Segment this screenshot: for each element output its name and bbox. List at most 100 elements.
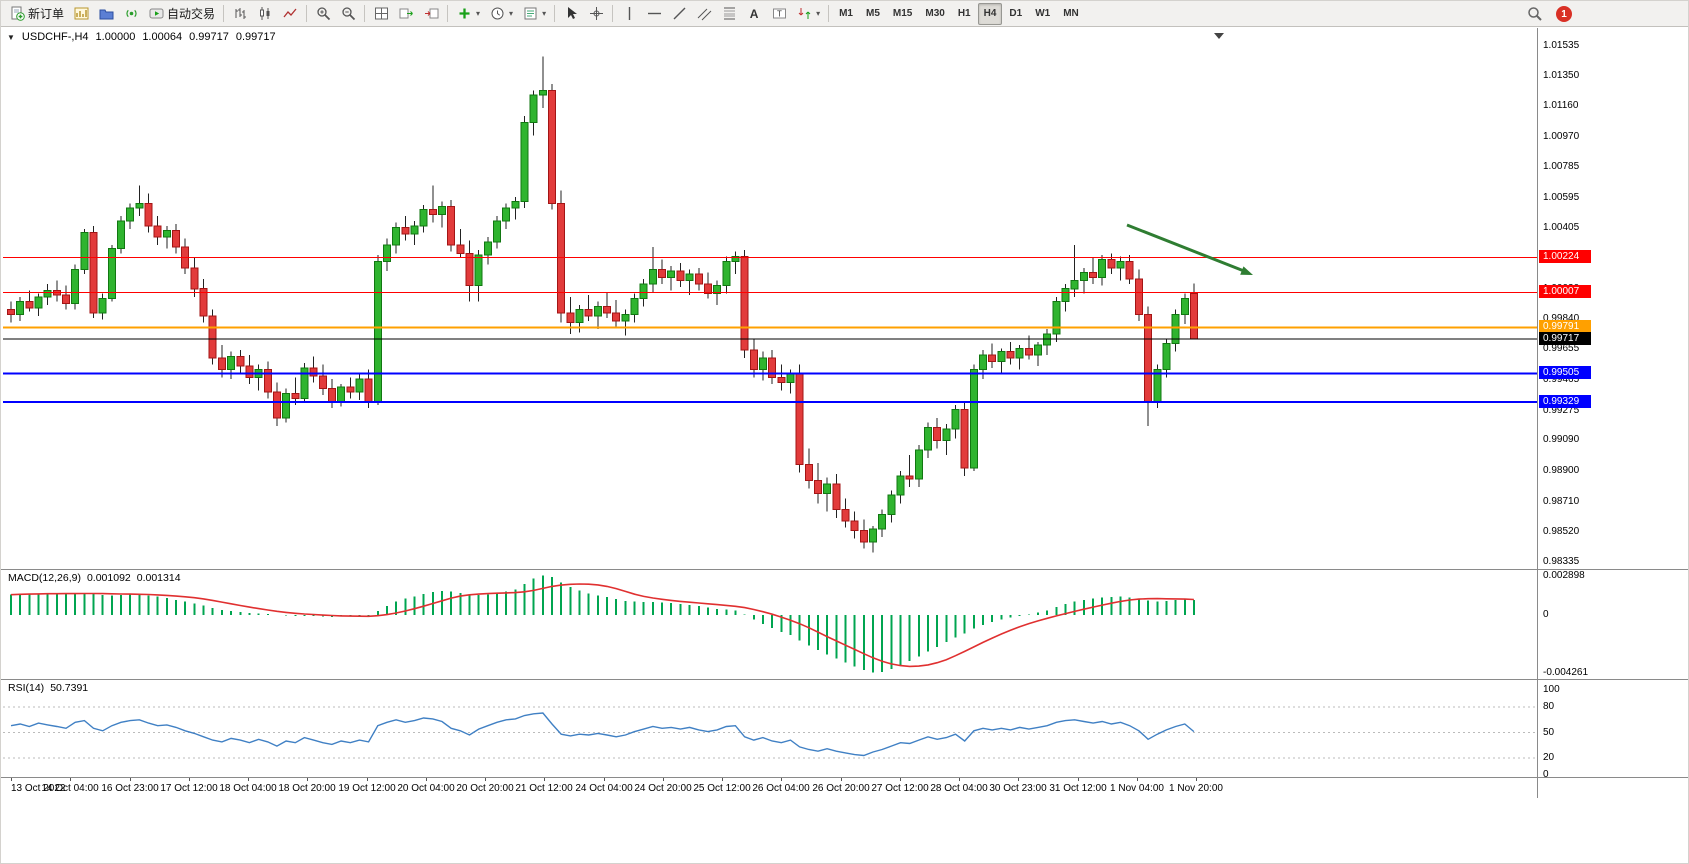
- periods-button[interactable]: ▾: [485, 3, 517, 25]
- cursor-button[interactable]: [559, 3, 583, 25]
- timeframe-button-M30[interactable]: M30: [925, 8, 945, 19]
- new-order-button[interactable]: 新订单: [5, 3, 68, 25]
- candle-body: [713, 285, 722, 295]
- time-axis-tick: [959, 778, 960, 781]
- templates-button[interactable]: ▾: [518, 3, 550, 25]
- chart-header: ▼ USDCHF-,H4 1.00000 1.00064 0.99717 0.9…: [7, 31, 276, 43]
- candle-body: [318, 375, 327, 390]
- bar-chart-button[interactable]: [228, 3, 252, 25]
- signals-button[interactable]: [119, 3, 143, 25]
- time-axis-tick: [1196, 778, 1197, 781]
- candle-body: [117, 220, 125, 249]
- time-axis[interactable]: 13 Oct 2022 14 Oct 04:00 16 Oct 23:00 17 Oc…: [3, 778, 1537, 798]
- zoom-out-icon: [340, 6, 356, 22]
- macd-name: MACD(12,26,9): [8, 572, 81, 584]
- fibonacci-button[interactable]: [717, 3, 741, 25]
- candle-body: [447, 206, 456, 246]
- linechart-icon: [282, 6, 298, 22]
- time-axis-label: 20 Oct 04:00: [397, 783, 455, 794]
- candle-body: [16, 301, 25, 316]
- timeframe-button-M15[interactable]: M15: [892, 8, 913, 19]
- time-axis-tick: [189, 778, 190, 781]
- zoom-out-button[interactable]: [336, 3, 360, 25]
- candle-body: [859, 530, 868, 543]
- dropdown-caret-icon: ▾: [509, 9, 514, 18]
- candle-body: [1116, 260, 1125, 269]
- timeframe-button-MN[interactable]: MN: [1063, 8, 1079, 19]
- vertical-line-button[interactable]: [617, 3, 641, 25]
- profiles-button[interactable]: [94, 3, 118, 25]
- svg-text:T: T: [777, 10, 782, 19]
- chart-shift-marker[interactable]: [1214, 33, 1224, 39]
- rsi-axis-label: 0: [1543, 769, 1549, 780]
- dropdown-caret-icon: ▾: [476, 9, 481, 18]
- text-button[interactable]: A: [742, 3, 766, 25]
- candle-body: [227, 356, 236, 370]
- timeframe-button-M1[interactable]: M1: [839, 8, 853, 19]
- candle-body: [502, 207, 511, 222]
- candle-body: [355, 378, 364, 393]
- new-chart-button[interactable]: [69, 3, 93, 25]
- candle-body: [942, 428, 951, 441]
- rsi-pane[interactable]: [3, 680, 1537, 777]
- horizontal-line-button[interactable]: [642, 3, 666, 25]
- toolbar-separator: [223, 5, 225, 22]
- notification-badge[interactable]: 1: [1556, 6, 1572, 22]
- candle-body: [593, 306, 602, 317]
- text-label-button[interactable]: T: [767, 3, 791, 25]
- auto-trading-button[interactable]: 自动交易: [144, 3, 219, 25]
- crosshair-button[interactable]: [584, 3, 608, 25]
- new-chart-icon: [73, 6, 89, 22]
- candle-body: [1079, 272, 1088, 282]
- candle-body: [263, 368, 272, 393]
- macd-pane[interactable]: [3, 570, 1537, 679]
- candle-body: [832, 483, 841, 511]
- timeframe-button-M5[interactable]: M5: [866, 8, 880, 19]
- time-axis-tick: [11, 778, 12, 781]
- time-axis-tick: [544, 778, 545, 781]
- price-tag-1.00224: 1.00224: [1539, 250, 1591, 263]
- line-chart-button[interactable]: [278, 3, 302, 25]
- candles-icon: [257, 6, 273, 22]
- timeframe-button-H4[interactable]: H4: [977, 2, 1003, 25]
- rsi-axis-label: 100: [1543, 684, 1560, 695]
- auto-scroll-button[interactable]: [394, 3, 418, 25]
- time-axis-label: 21 Oct 12:00: [515, 783, 573, 794]
- candle-body: [869, 528, 877, 543]
- candlestick-chart-button[interactable]: [253, 3, 277, 25]
- equidistant-channel-button[interactable]: [692, 3, 716, 25]
- candle-body: [621, 314, 630, 322]
- tile-windows-button[interactable]: [369, 3, 393, 25]
- trendline-button[interactable]: [667, 3, 691, 25]
- timeframe-button-W1[interactable]: W1: [1035, 8, 1051, 19]
- one-click-trading-toggle[interactable]: ▼: [7, 32, 15, 42]
- time-axis-label: 1 Nov 04:00: [1110, 783, 1164, 794]
- label-icon: T: [771, 6, 787, 22]
- candle-body: [1024, 347, 1033, 356]
- candle-body: [465, 252, 474, 287]
- toolbar-right: 1: [1523, 1, 1572, 27]
- time-axis-label: 1 Nov 20:00: [1169, 783, 1223, 794]
- search-button[interactable]: [1523, 3, 1547, 25]
- ohlc-low: 0.99717: [189, 31, 229, 43]
- candle-body: [1015, 347, 1024, 359]
- arrows-button[interactable]: ▾: [792, 3, 824, 25]
- candle-body: [162, 230, 171, 238]
- timeframe-button-D1[interactable]: D1: [1009, 8, 1023, 19]
- timeframe-button-H1[interactable]: H1: [957, 8, 971, 19]
- trend-arrow-annotation[interactable]: [1126, 223, 1253, 275]
- candle-body: [199, 288, 208, 317]
- grid-icon: [373, 6, 389, 22]
- candle-body: [1125, 260, 1134, 280]
- candle-body: [1180, 297, 1189, 315]
- indicators-button[interactable]: ▾: [452, 3, 484, 25]
- zoom-in-button[interactable]: [311, 3, 335, 25]
- pane-separator[interactable]: [1, 569, 1688, 570]
- price-scale[interactable]: 1.01535 1.01350 1.01160 1.00970 1.00785 1.005…: [1538, 28, 1688, 803]
- price-axis-label: 1.00970: [1543, 131, 1580, 142]
- candle-body: [914, 449, 923, 480]
- pane-separator[interactable]: [1, 679, 1688, 680]
- candle-body: [520, 122, 529, 203]
- main-chart-pane[interactable]: [3, 29, 1537, 569]
- chart-shift-button[interactable]: [419, 3, 443, 25]
